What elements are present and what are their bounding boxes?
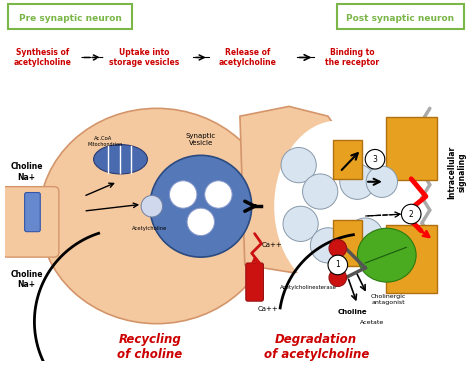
Text: Uptake into
storage vesicles: Uptake into storage vesicles <box>109 48 179 67</box>
Text: Release of
acetylcholine: Release of acetylcholine <box>219 48 277 67</box>
Text: Intracellular
signaling: Intracellular signaling <box>447 145 467 199</box>
Circle shape <box>310 228 346 263</box>
FancyBboxPatch shape <box>337 4 464 29</box>
Ellipse shape <box>39 108 274 324</box>
Text: 2: 2 <box>409 209 414 219</box>
Text: Recycling
of choline: Recycling of choline <box>117 333 182 361</box>
Circle shape <box>205 181 232 208</box>
FancyBboxPatch shape <box>246 263 264 301</box>
Text: Ca++: Ca++ <box>257 306 278 312</box>
FancyBboxPatch shape <box>333 220 362 266</box>
Circle shape <box>365 149 385 169</box>
FancyBboxPatch shape <box>333 140 362 179</box>
Circle shape <box>283 206 318 241</box>
Text: Ca++: Ca++ <box>262 243 282 248</box>
Circle shape <box>150 155 252 257</box>
Ellipse shape <box>94 145 147 174</box>
Text: Pre synaptic neuron: Pre synaptic neuron <box>19 14 122 23</box>
Circle shape <box>340 164 375 199</box>
Text: Post synaptic neuron: Post synaptic neuron <box>346 14 455 23</box>
Text: Choline: Choline <box>337 309 367 315</box>
Circle shape <box>347 218 383 253</box>
FancyBboxPatch shape <box>2 187 59 257</box>
FancyBboxPatch shape <box>340 128 369 284</box>
Polygon shape <box>240 106 346 273</box>
Text: 3: 3 <box>373 155 377 164</box>
FancyBboxPatch shape <box>25 192 40 232</box>
Circle shape <box>329 269 346 286</box>
Circle shape <box>302 174 338 209</box>
Text: Degradation
of acetylcholine: Degradation of acetylcholine <box>264 333 369 361</box>
Text: Ac.CoA: Ac.CoA <box>94 136 112 141</box>
Circle shape <box>329 240 346 257</box>
Text: Acetylcholine: Acetylcholine <box>132 226 168 231</box>
Ellipse shape <box>357 228 416 282</box>
Text: Mitochondrion: Mitochondrion <box>87 142 122 146</box>
Circle shape <box>281 148 316 183</box>
Circle shape <box>328 255 347 275</box>
Text: 1: 1 <box>336 261 340 269</box>
Circle shape <box>187 208 215 236</box>
Text: Choline
Na+: Choline Na+ <box>10 162 43 182</box>
Text: Cholinergic
antagonist: Cholinergic antagonist <box>371 294 406 305</box>
Circle shape <box>170 181 197 208</box>
FancyBboxPatch shape <box>386 117 437 180</box>
Text: Acetylcholinesterase: Acetylcholinesterase <box>280 284 337 290</box>
Circle shape <box>401 204 421 224</box>
Circle shape <box>141 195 163 217</box>
Text: Synthesis of
acetylcholine: Synthesis of acetylcholine <box>13 48 71 67</box>
Text: Acetate: Acetate <box>360 320 384 325</box>
Text: Synaptic
Vesicle: Synaptic Vesicle <box>186 132 216 146</box>
FancyBboxPatch shape <box>386 225 437 293</box>
Text: Choline
Na+: Choline Na+ <box>10 270 43 289</box>
FancyBboxPatch shape <box>8 4 132 29</box>
Ellipse shape <box>274 121 401 292</box>
Text: Binding to
the receptor: Binding to the receptor <box>326 48 380 67</box>
Circle shape <box>366 166 398 197</box>
